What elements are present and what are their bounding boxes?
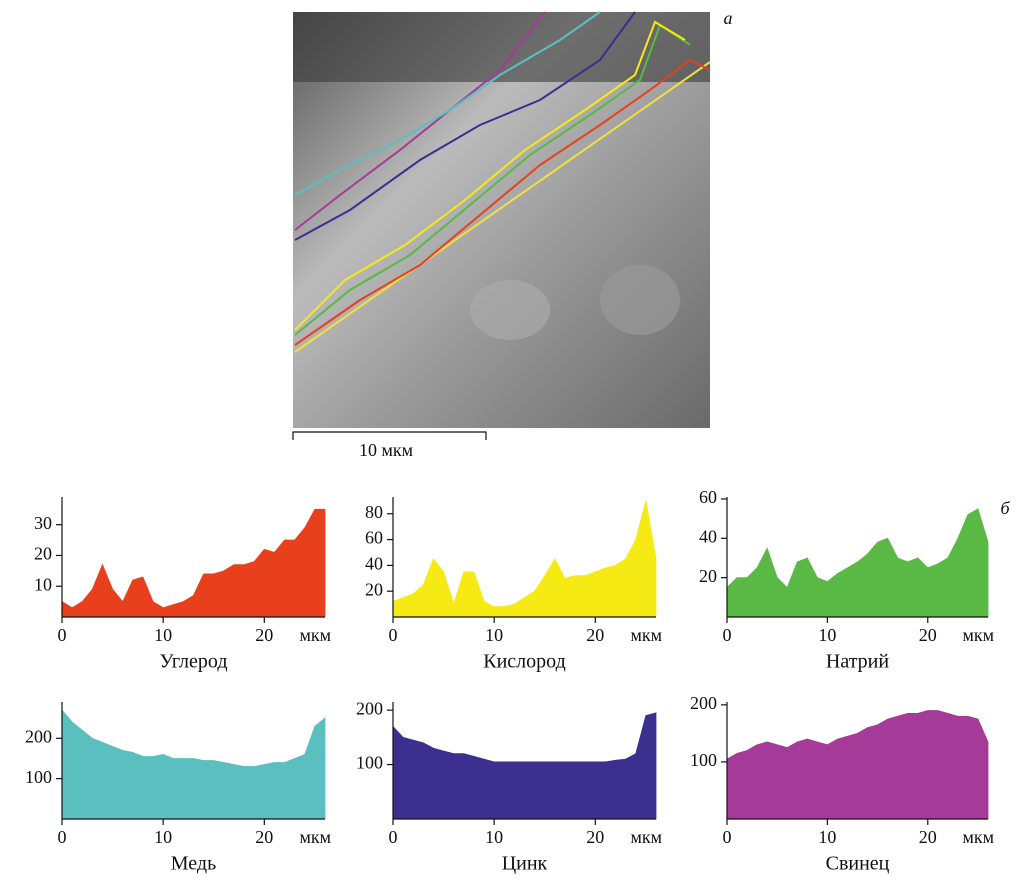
panel-label: a [724, 8, 733, 28]
x-tick-label: 10 [818, 827, 836, 847]
panel-label: б [1000, 498, 1010, 518]
area [392, 712, 657, 820]
y-tick-label: 200 [25, 726, 52, 746]
area [61, 508, 326, 618]
x-tick-label: 20 [255, 625, 273, 645]
y-tick-label: 80 [365, 502, 383, 522]
x-axis-unit: мкм [299, 625, 331, 645]
chart-title: Цинк [502, 853, 548, 875]
area [392, 500, 657, 618]
x-axis-unit: мкм [630, 625, 662, 645]
x-axis-unit: мкм [630, 827, 662, 847]
y-tick-label: 200 [690, 693, 717, 713]
y-tick-label: 30 [34, 513, 52, 533]
y-tick-label: 100 [25, 767, 52, 787]
y-tick-label: 20 [34, 544, 52, 564]
x-axis-unit: мкм [299, 827, 331, 847]
y-tick-label: 40 [699, 526, 717, 546]
x-tick-label: 20 [586, 625, 604, 645]
x-tick-label: 10 [154, 625, 172, 645]
x-tick-label: 10 [154, 827, 172, 847]
scale-bar-label: 10 мкм [359, 440, 413, 460]
x-tick-label: 20 [255, 827, 273, 847]
x-tick-label: 0 [389, 625, 398, 645]
y-tick-label: 100 [690, 750, 717, 770]
y-tick-label: 200 [356, 698, 383, 718]
x-axis-unit: мкм [962, 625, 994, 645]
y-tick-label: 20 [699, 566, 717, 586]
sem-image [292, 11, 711, 440]
x-tick-label: 0 [58, 827, 67, 847]
chart-title: Кислород [483, 651, 566, 673]
y-tick-label: 40 [365, 554, 383, 574]
area [726, 508, 989, 618]
chart-title: Натрий [826, 651, 889, 673]
y-tick-label: 20 [365, 579, 383, 599]
chart-title: Медь [171, 853, 216, 875]
y-tick-label: 10 [34, 574, 52, 594]
x-tick-label: 0 [58, 625, 67, 645]
area [726, 710, 989, 820]
x-tick-label: 20 [919, 625, 937, 645]
x-tick-label: 10 [485, 827, 503, 847]
y-tick-label: 60 [365, 528, 383, 548]
y-tick-label: 60 [699, 487, 717, 507]
chart-title: Свинец [826, 853, 890, 875]
chart-title: Углерод [159, 651, 227, 673]
y-tick-label: 100 [356, 753, 383, 773]
x-tick-label: 0 [723, 827, 732, 847]
x-tick-label: 20 [586, 827, 604, 847]
x-tick-label: 10 [485, 625, 503, 645]
x-tick-label: 0 [723, 625, 732, 645]
x-tick-label: 10 [818, 625, 836, 645]
x-tick-label: 0 [389, 827, 398, 847]
x-axis-unit: мкм [962, 827, 994, 847]
area [61, 708, 326, 820]
x-tick-label: 20 [919, 827, 937, 847]
